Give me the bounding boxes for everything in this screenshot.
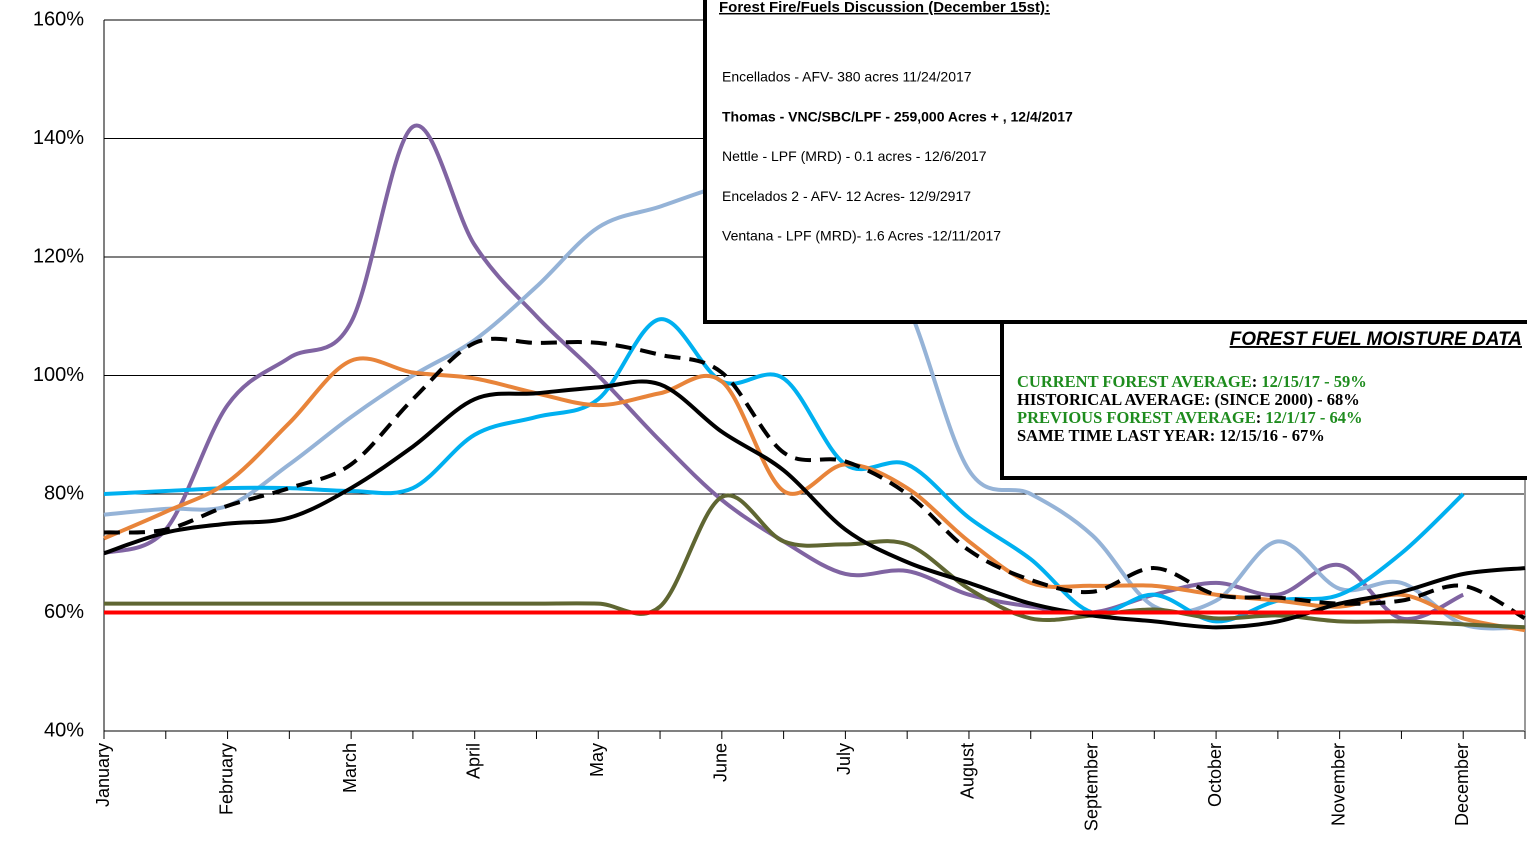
- x-tick-label: June: [711, 743, 731, 782]
- moisture-line: HISTORICAL AVERAGE: (SINCE 2000) - 68%: [1017, 390, 1360, 409]
- x-tick-label: September: [1081, 743, 1101, 831]
- x-tick-label: December: [1452, 743, 1472, 826]
- y-tick-label: 80%: [44, 482, 84, 504]
- moisture-title: FOREST FUEL MOISTURE DATA: [1230, 329, 1522, 350]
- moisture-text: 12/15/17 - 59%: [1261, 372, 1366, 391]
- fire-item: Thomas - VNC/SBC/LPF - 259,000 Acres + ,…: [722, 108, 1073, 124]
- x-tick-label: August: [958, 743, 978, 799]
- y-tick-label: 40%: [44, 719, 84, 741]
- fire-item: Nettle - LPF (MRD) - 0.1 acres - 12/6/20…: [722, 148, 987, 164]
- moisture-text: HISTORICAL AVERAGE: (SINCE 2000) - 68%: [1017, 390, 1360, 409]
- y-tick-label: 100%: [33, 364, 84, 386]
- moisture-line: CURRENT FOREST AVERAGE: 12/15/17 - 59%: [1017, 372, 1367, 391]
- fire-item: Encelados 2 - AFV- 12 Acres- 12/9/2917: [722, 188, 971, 204]
- y-tick-label: 140%: [33, 127, 84, 149]
- x-tick-label: November: [1328, 743, 1348, 826]
- x-tick-label: October: [1205, 743, 1225, 807]
- x-tick-label: January: [93, 743, 113, 807]
- moisture-line: SAME TIME LAST YEAR: 12/15/16 - 67%: [1017, 426, 1325, 445]
- fire-box: [703, 0, 1527, 324]
- x-tick-label: February: [216, 743, 236, 815]
- moisture-text: 12/1/17 - 64%: [1265, 408, 1362, 427]
- y-tick-label: 120%: [33, 245, 84, 267]
- x-tick-label: March: [340, 743, 360, 793]
- y-tick-label: 160%: [33, 8, 84, 30]
- series-line: [104, 493, 1526, 630]
- x-tick-label: July: [834, 743, 854, 775]
- y-tick-label: 60%: [44, 601, 84, 623]
- x-tick-label: April: [463, 743, 483, 779]
- moisture-text: CURRENT FOREST AVERAGE: [1017, 372, 1252, 391]
- fire-item: Ventana - LPF (MRD)- 1.6 Acres -12/11/20…: [722, 228, 1001, 244]
- moisture-text: :: [1252, 372, 1262, 391]
- moisture-line: PREVIOUS FOREST AVERAGE: 12/1/17 - 64%: [1017, 408, 1363, 427]
- moisture-box: [1000, 320, 1527, 480]
- moisture-text: SAME TIME LAST YEAR: 12/15/16 - 67%: [1017, 426, 1325, 445]
- moisture-text: PREVIOUS FOREST AVERAGE: [1017, 408, 1256, 427]
- series-line: [103, 356, 1526, 633]
- fire-item: Encellados - AFV- 380 acres 11/24/2017: [722, 69, 972, 85]
- x-tick-label: May: [587, 743, 607, 777]
- fire-box-title: Forest Fire/Fuels Discussion (December 1…: [719, 0, 1050, 16]
- series-line: [103, 123, 1465, 622]
- series-line: [103, 336, 1526, 621]
- moisture-text: :: [1256, 408, 1266, 427]
- series-line: [103, 379, 1526, 630]
